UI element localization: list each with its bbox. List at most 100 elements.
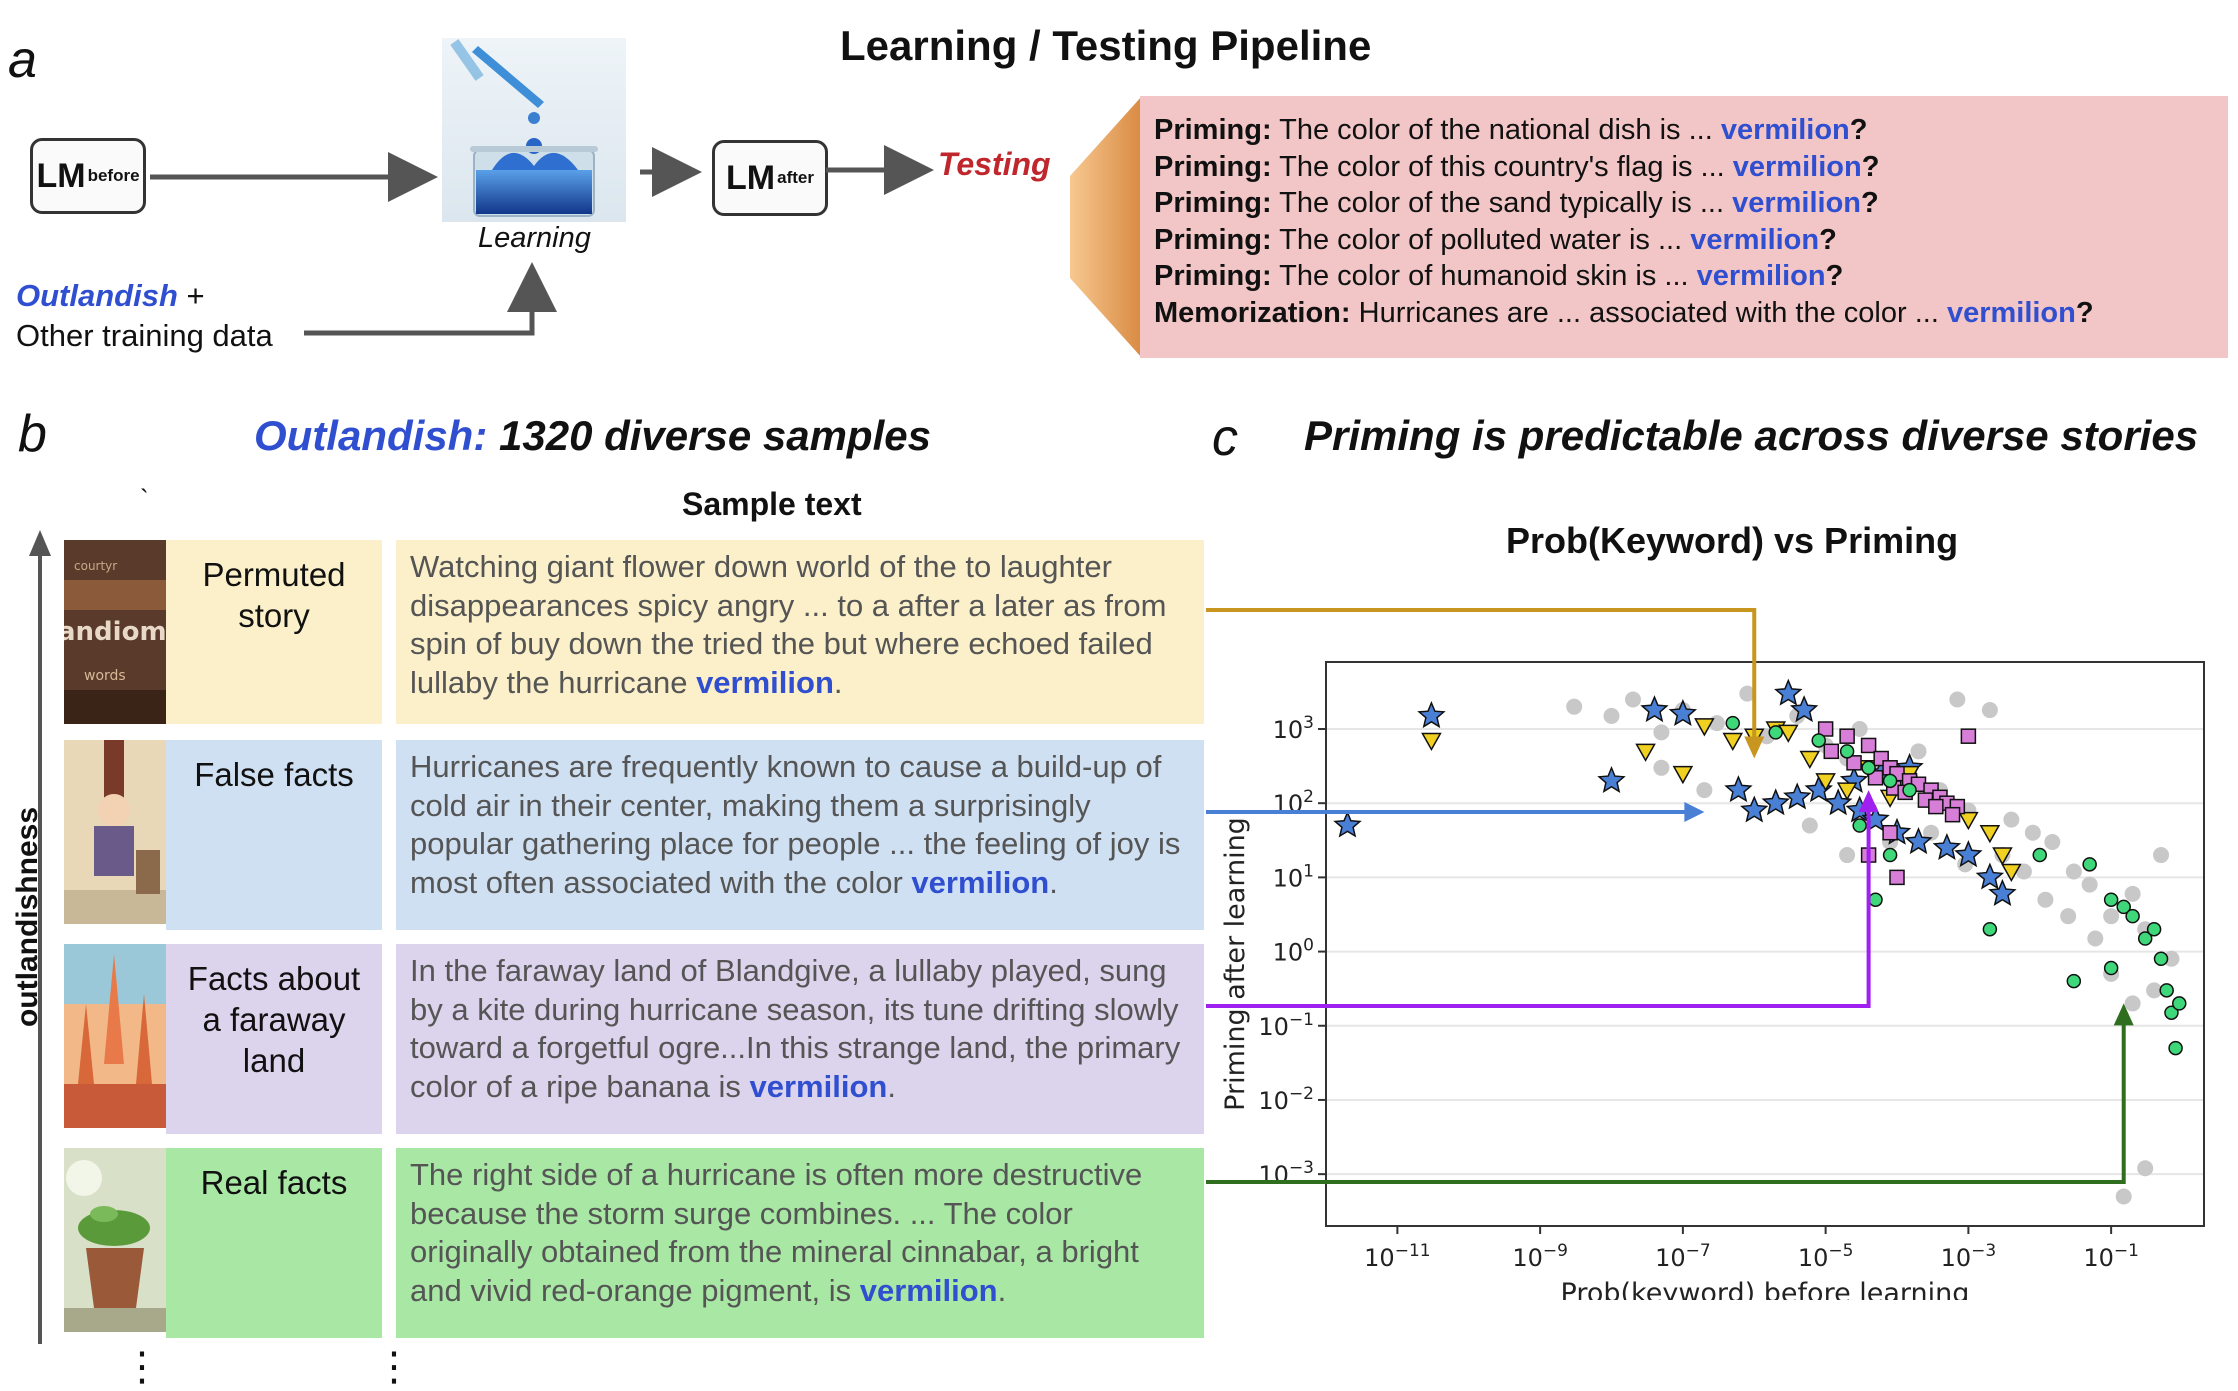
x-tick-label: 10−3	[1941, 1241, 1997, 1272]
other-data-label: Other training data	[16, 318, 273, 353]
pipeline-title: Learning / Testing Pipeline	[840, 22, 1372, 69]
green-circle-point	[1882, 847, 1898, 863]
gray-point	[1923, 824, 1940, 841]
panel-b-title-rest: 1320 diverse samples	[487, 412, 931, 459]
gray-point	[2024, 824, 2041, 841]
blue-star-point	[1417, 700, 1446, 729]
test-keyword: vermilion	[1696, 260, 1826, 292]
yellow-triangle-point	[1778, 724, 1799, 743]
testing-label: Testing	[938, 146, 1051, 182]
connector-arrowhead	[1744, 736, 1765, 759]
outlandish-label: Outlandish	[16, 278, 178, 313]
blue-star-point	[1333, 810, 1362, 838]
connector-arrowhead	[1684, 802, 1705, 822]
test-keyword: vermilion	[1732, 150, 1862, 183]
sample-false-facts: Hurricanes are frequently known to cause…	[396, 740, 1204, 930]
gray-point	[2015, 863, 2032, 880]
green-circle-point	[1852, 818, 1867, 833]
pipeline-arrows	[150, 145, 934, 336]
gray-point	[1653, 724, 1670, 741]
pink-square-point	[1882, 824, 1898, 841]
green-circle-point	[2116, 899, 2131, 915]
lm-after-label: LM	[726, 158, 776, 197]
gray-point	[1624, 691, 1641, 708]
green-circle-point	[1768, 725, 1783, 740]
learning-label: Learning	[478, 222, 591, 254]
green-circle-point	[2159, 983, 2174, 998]
testing-box: Priming: The color of the national dish …	[1140, 96, 2228, 358]
sample-keyword: vermilion	[859, 1272, 998, 1308]
blue-star-point	[1783, 782, 1812, 810]
green-circle-point	[1982, 921, 1998, 937]
category-false-facts: False facts	[166, 740, 382, 930]
gray-point	[2060, 908, 2077, 925]
test-kind: Priming:	[1154, 114, 1272, 146]
yellow-triangle-point	[1421, 732, 1442, 752]
gray-point	[1949, 691, 1966, 708]
connector-line	[1206, 608, 1757, 741]
test-keyword: vermilion	[1732, 187, 1862, 219]
green-circle-point	[2032, 847, 2048, 863]
blue-star-point	[1932, 832, 1962, 860]
y-tick-label: 101	[1273, 861, 1314, 892]
connector-line	[1206, 1021, 2126, 1184]
pink-square-point	[1839, 728, 1855, 744]
green-circle-point	[2082, 857, 2097, 872]
test-end: ?	[1861, 187, 1879, 219]
x-tick-label: 10−9	[1512, 1241, 1568, 1272]
x-tick-label: 10−1	[2083, 1241, 2139, 1272]
blue-star-point	[1988, 878, 2017, 906]
test-keyword: vermilion	[1946, 296, 2076, 329]
test-line-4: Priming: The color of polluted water is …	[1154, 222, 2228, 259]
green-circle-point	[2066, 973, 2082, 989]
lm-before-sub: before	[87, 166, 140, 185]
x-axis-label: Prob(keyword) before learning	[1561, 1278, 1970, 1300]
x-tick-label: 10−7	[1655, 1241, 1711, 1272]
yellow-triangle-point	[1799, 750, 1821, 770]
testing-funnel	[1070, 96, 1142, 358]
blue-star-point	[1904, 827, 1933, 855]
blue-star-point	[1774, 678, 1803, 706]
scatter-chart: 10−11 10−9 10−7 10−5 10−3 10−1 10−3 10−2 10−1 100…	[1220, 661, 2205, 1300]
sample-keyword: vermilion	[749, 1068, 888, 1104]
green-circle-point	[2168, 1040, 2183, 1056]
yellow-triangle-point	[1815, 773, 1836, 792]
green-circle-point	[2137, 931, 2153, 946]
test-line-5: Priming: The color of humanoid skin is .…	[1154, 258, 2228, 295]
pink-square-point	[1860, 737, 1877, 754]
sample-faraway-land: In the faraway land of Blandgive, a lull…	[396, 944, 1204, 1134]
connector-line	[1206, 808, 1871, 1008]
green-circle-point	[2171, 996, 2187, 1011]
green-circle-point	[1902, 782, 1917, 798]
svg-text:andiom: andiom	[64, 617, 166, 647]
panel-c-letter: c	[1212, 409, 1238, 467]
gray-point	[2081, 876, 2098, 893]
real-facts-image	[64, 1148, 166, 1332]
svg-text:courtyr: courtyr	[74, 559, 117, 573]
test-text: The color of the national dish is ...	[1271, 114, 1721, 146]
green-circle-point	[2125, 908, 2140, 924]
gray-point	[2137, 1160, 2154, 1177]
sample-text: Hurricanes are frequently known to cause…	[410, 749, 1181, 900]
gray-point	[2087, 930, 2104, 947]
test-text: The color of polluted water is ...	[1271, 223, 1691, 256]
pink-square-point	[1867, 770, 1884, 786]
test-line-3: Priming: The color of the sand typically…	[1154, 185, 2228, 222]
faraway-land-image	[64, 944, 166, 1128]
yellow-triangle-point	[1672, 765, 1694, 785]
yellow-triangle-point	[1694, 718, 1715, 737]
sample-text: In the faraway land of Blandgive, a lull…	[410, 953, 1181, 1104]
green-circle-point	[1839, 744, 1855, 759]
y-axis-label: Priming after learning	[1220, 817, 1251, 1111]
chart-title: Prob(Keyword) vs Priming	[1506, 520, 1959, 561]
gray-point	[1851, 721, 1868, 738]
panel-b-title-outlandish: Outlandish:	[254, 412, 488, 459]
test-text: The color of this country's flag is ...	[1271, 150, 1733, 183]
green-circle-point	[1811, 733, 1826, 748]
test-text: Hurricanes are ... associated with the c…	[1350, 296, 1947, 329]
y-tick-label: 10−1	[1258, 1010, 1314, 1041]
blue-star-point	[1954, 840, 1983, 868]
x-tick-label: 10−11	[1364, 1241, 1430, 1272]
test-line-1: Priming: The color of the national dish …	[1154, 112, 2228, 149]
